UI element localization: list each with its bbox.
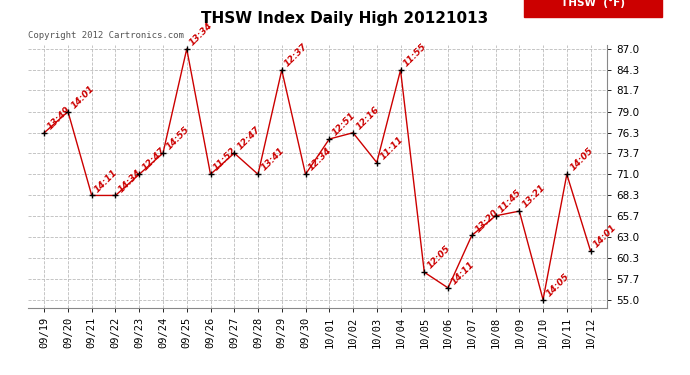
Text: 12:47: 12:47: [141, 146, 167, 173]
Text: 14:05: 14:05: [568, 146, 595, 173]
Text: 14:01: 14:01: [70, 84, 96, 110]
Text: 14:01: 14:01: [592, 223, 618, 250]
Text: 13:41: 13:41: [259, 146, 286, 173]
Text: 12:16: 12:16: [355, 105, 381, 131]
Text: 11:55: 11:55: [402, 42, 428, 69]
Text: 14:55: 14:55: [164, 125, 191, 152]
Text: 12:37: 12:37: [283, 42, 310, 69]
Text: THSW Index Daily High 20121013: THSW Index Daily High 20121013: [201, 11, 489, 26]
Text: 13:21: 13:21: [521, 183, 547, 210]
Text: 14:11: 14:11: [93, 168, 120, 194]
Text: 13:20: 13:20: [473, 207, 500, 234]
Text: 14:11: 14:11: [449, 260, 476, 286]
Text: Copyright 2012 Cartronics.com: Copyright 2012 Cartronics.com: [28, 31, 184, 40]
Text: 11:11: 11:11: [378, 135, 405, 161]
Text: 12:05: 12:05: [426, 244, 452, 271]
Text: 14:34: 14:34: [117, 168, 144, 194]
Text: 13:34: 13:34: [188, 21, 215, 48]
Text: 14:05: 14:05: [544, 272, 571, 298]
Text: 11:45: 11:45: [497, 188, 524, 214]
Text: 12:47: 12:47: [236, 125, 262, 152]
Text: 12:34: 12:34: [307, 146, 333, 173]
Text: 11:52: 11:52: [212, 146, 239, 173]
Text: 12:51: 12:51: [331, 111, 357, 138]
Text: 13:49: 13:49: [46, 105, 72, 131]
Text: THSW  (°F): THSW (°F): [562, 0, 625, 8]
